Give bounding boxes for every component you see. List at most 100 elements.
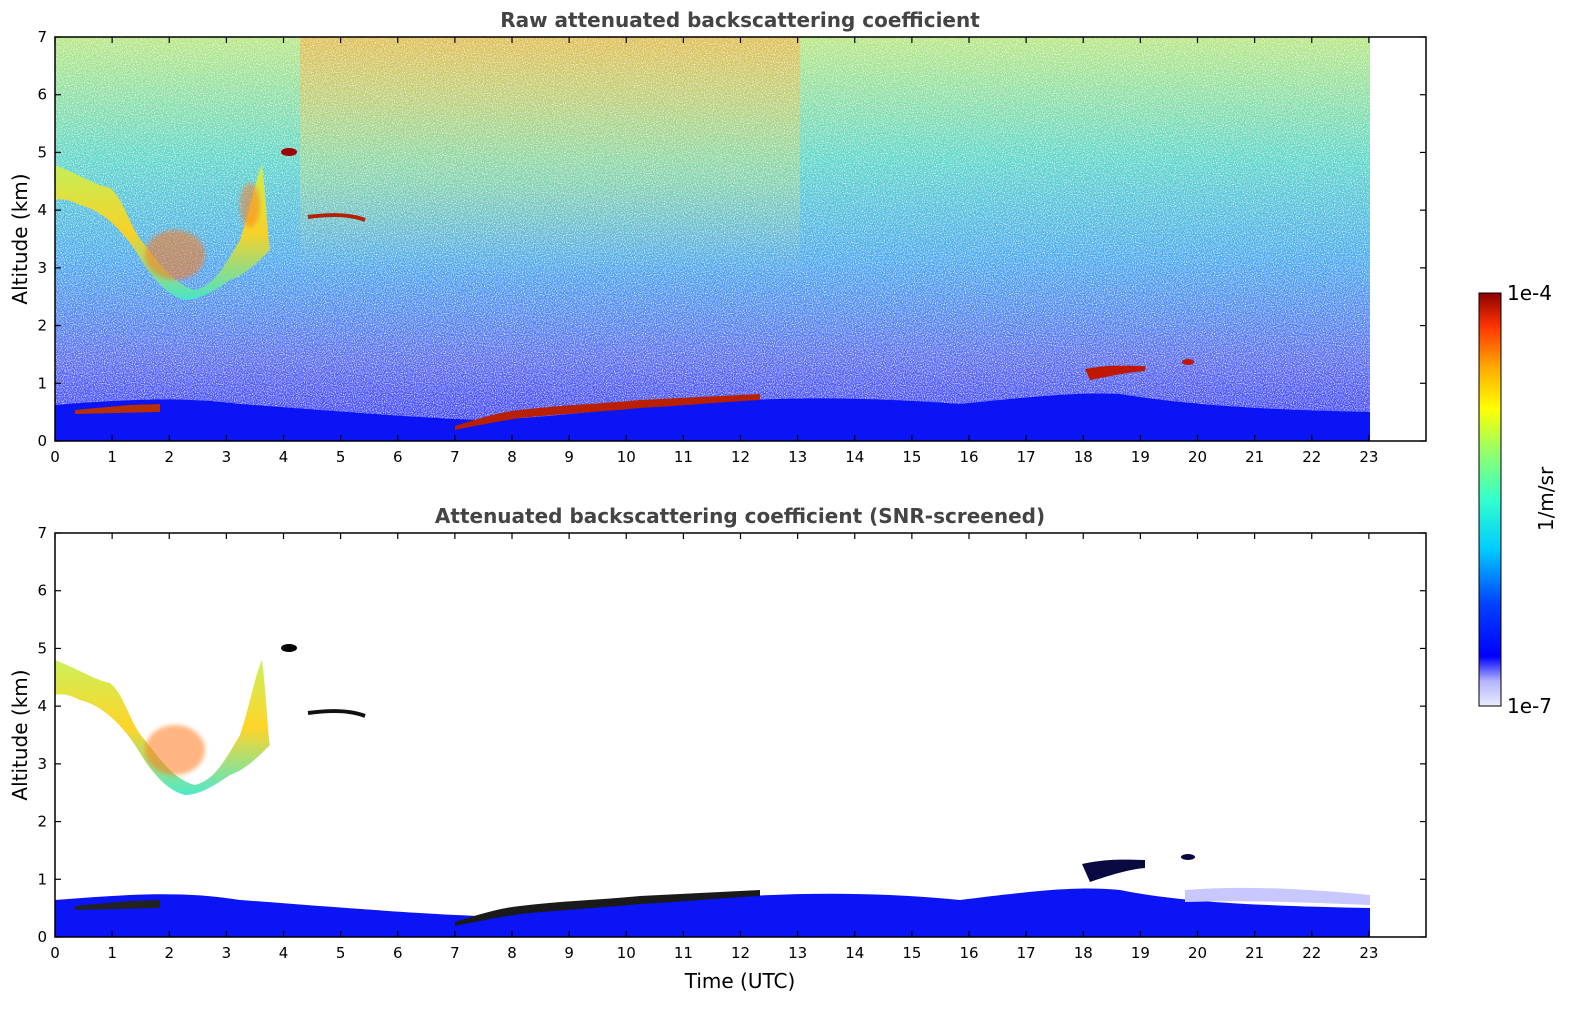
- x-tick-label: 20: [1188, 448, 1207, 466]
- x-tick-label: 6: [393, 944, 403, 962]
- bottom-background: [55, 533, 1426, 937]
- y-tick-label: 0: [37, 928, 47, 946]
- y-tick-label: 5: [37, 143, 47, 161]
- x-tick-label: 1: [107, 448, 117, 466]
- x-tick-label: 19: [1131, 944, 1150, 962]
- x-tick-label: 12: [731, 448, 750, 466]
- x-tick-label: 2: [164, 448, 174, 466]
- bottom-panel-title: Attenuated backscattering coefficient (S…: [435, 504, 1045, 528]
- top-boundary-layer: [55, 393, 1370, 441]
- y-tick-label: 4: [37, 201, 47, 219]
- x-tick-label: 4: [279, 448, 289, 466]
- y-tick-label: 4: [37, 697, 47, 715]
- x-tick-label: 21: [1245, 944, 1264, 962]
- top-panel-title: Raw attenuated backscattering coefficien…: [500, 8, 980, 32]
- top-thin-layer: [307, 213, 366, 222]
- x-tick-label: 18: [1074, 448, 1093, 466]
- x-tick-label: 22: [1302, 944, 1321, 962]
- bottom-elevated-aerosol: [55, 660, 270, 795]
- top-elevated-aerosol: [55, 165, 270, 300]
- top-heatmap: [55, 37, 1426, 441]
- bottom-cloud-20h: [1181, 854, 1195, 860]
- x-tick-label: 7: [450, 944, 460, 962]
- y-tick-label: 3: [37, 259, 47, 277]
- bottom-panel: Attenuated backscattering coefficient (S…: [8, 504, 1427, 993]
- x-tick-label: 12: [731, 944, 750, 962]
- x-tick-label: 5: [336, 448, 346, 466]
- x-tick-label: 11: [674, 448, 693, 466]
- colorbar-unit-label: 1/m/sr: [1534, 466, 1558, 531]
- top-noise-texture: [55, 37, 1370, 441]
- top-aerosol-core: [145, 230, 205, 280]
- x-tick-label: 20: [1188, 944, 1207, 962]
- top-aerosol-core-2: [240, 183, 260, 227]
- bottom-cloud-tops-bl: [75, 900, 160, 910]
- colorbar: 1e-4 1e-7 1/m/sr: [1478, 281, 1558, 718]
- y-tick-label: 3: [37, 755, 47, 773]
- y-tick-label: 1: [37, 374, 47, 392]
- x-tick-label: 23: [1359, 448, 1378, 466]
- y-tick-label: 6: [37, 86, 47, 104]
- top-no-data: [1370, 37, 1426, 441]
- bottom-xlabel: Time (UTC): [684, 969, 796, 993]
- x-tick-label: 14: [845, 944, 864, 962]
- bottom-ylabel: Altitude (km): [8, 669, 32, 800]
- top-cloud-18h: [1085, 365, 1145, 380]
- y-tick-label: 1: [37, 870, 47, 888]
- x-tick-label: 9: [564, 944, 574, 962]
- bottom-thin-layer: [307, 709, 366, 718]
- x-tick-label: 7: [450, 448, 460, 466]
- x-tick-label: 3: [222, 448, 232, 466]
- x-tick-label: 11: [674, 944, 693, 962]
- y-tick-label: 2: [37, 317, 47, 335]
- x-tick-label: 17: [1017, 448, 1036, 466]
- y-tick-label: 5: [37, 639, 47, 657]
- top-ticks: 0 1 2 3 4 5 6 7 8 9 10 11 12 13 14 15 16 17 18 19 20 21 22 2301…: [37, 28, 1426, 466]
- x-tick-label: 6: [393, 448, 403, 466]
- colorbar-min-label: 1e-7: [1507, 694, 1552, 718]
- top-ylabel: Altitude (km): [8, 173, 32, 304]
- bottom-ticks: 0 1 2 3 4 5 6 7 8 9 10 11 12 13 14 15 16 17 18 19 20 21 22 2301…: [37, 524, 1426, 962]
- x-tick-label: 8: [507, 944, 517, 962]
- colorbar-gradient: [1478, 292, 1502, 707]
- top-cloud-20h: [1182, 359, 1194, 365]
- y-tick-label: 7: [37, 28, 47, 46]
- x-tick-label: 13: [788, 944, 807, 962]
- top-panel: Raw attenuated backscattering coefficien…: [8, 8, 1427, 466]
- y-tick-label: 0: [37, 432, 47, 450]
- bottom-boundary-layer: [55, 888, 1370, 937]
- top-cloud-tops: [455, 394, 760, 430]
- x-tick-label: 15: [902, 448, 921, 466]
- bottom-aerosol-core: [145, 725, 205, 775]
- y-tick-label: 2: [37, 813, 47, 831]
- x-tick-label: 18: [1074, 944, 1093, 962]
- top-cloud-5km: [281, 148, 297, 156]
- x-tick-label: 0: [50, 944, 60, 962]
- bottom-cloud-18h: [1082, 859, 1145, 882]
- x-tick-label: 9: [564, 448, 574, 466]
- x-tick-label: 15: [902, 944, 921, 962]
- colorbar-max-label: 1e-4: [1507, 281, 1552, 305]
- x-tick-label: 4: [279, 944, 289, 962]
- y-tick-label: 6: [37, 582, 47, 600]
- x-tick-label: 17: [1017, 944, 1036, 962]
- x-tick-label: 19: [1131, 448, 1150, 466]
- x-tick-label: 8: [507, 448, 517, 466]
- x-tick-label: 16: [959, 448, 978, 466]
- x-tick-label: 16: [959, 944, 978, 962]
- x-tick-label: 23: [1359, 944, 1378, 962]
- x-tick-label: 14: [845, 448, 864, 466]
- x-tick-label: 2: [164, 944, 174, 962]
- x-tick-label: 21: [1245, 448, 1264, 466]
- bottom-boundary-haze: [1185, 887, 1370, 905]
- x-tick-label: 13: [788, 448, 807, 466]
- bottom-heatmap: [55, 533, 1426, 937]
- y-tick-label: 7: [37, 524, 47, 542]
- x-tick-label: 1: [107, 944, 117, 962]
- bottom-cloud-5km: [281, 644, 297, 652]
- x-tick-label: 0: [50, 448, 60, 466]
- x-tick-label: 10: [617, 448, 636, 466]
- bottom-no-data: [1370, 533, 1426, 937]
- top-cloud-tops-bl: [75, 404, 160, 414]
